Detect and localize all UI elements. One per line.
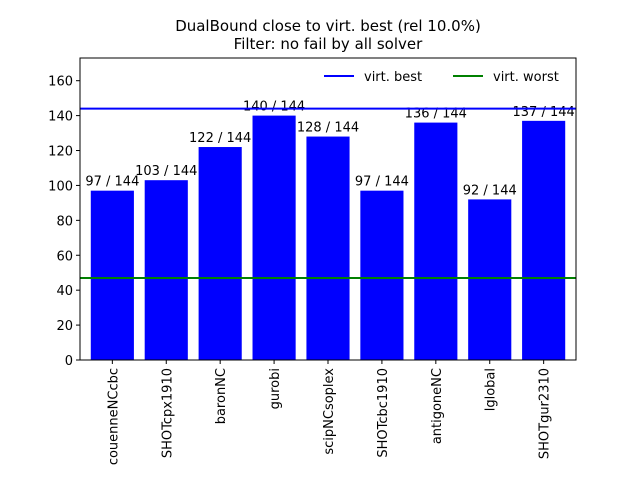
y-tick-label: 120	[48, 145, 73, 160]
bar-value-label: 92 / 144	[463, 183, 517, 198]
bar-value-label: 128 / 144	[297, 121, 359, 136]
bar	[306, 136, 350, 360]
y-tick-label: 160	[48, 75, 73, 90]
bar	[144, 180, 188, 360]
x-tick-label: couenneNCcbc	[106, 368, 121, 465]
legend-label: virt. best	[364, 70, 422, 85]
y-tick-label: 20	[56, 319, 73, 334]
x-tick-label: lglobal	[484, 368, 499, 411]
x-tick-label: antigoneNC	[430, 368, 445, 444]
chart-title: DualBound close to virt. best (rel 10.0%…	[175, 17, 481, 35]
bar-value-label: 137 / 144	[513, 105, 575, 120]
bar-value-label: 97 / 144	[355, 175, 409, 190]
bar	[90, 190, 134, 360]
bar-value-label: 103 / 144	[135, 164, 197, 179]
chart-subtitle: Filter: no fail by all solver	[234, 35, 423, 53]
bar	[252, 115, 296, 360]
y-tick-label: 40	[56, 284, 73, 299]
bar-value-label: 97 / 144	[85, 175, 139, 190]
y-tick-label: 140	[48, 110, 73, 125]
x-tick-label: SHOTcbc1910	[376, 368, 391, 458]
bar-value-label: 122 / 144	[189, 131, 251, 146]
bar-value-label: 136 / 144	[405, 107, 467, 122]
x-tick-label: scipNCsoplex	[322, 368, 337, 455]
bar	[198, 147, 242, 360]
bar	[414, 122, 458, 360]
legend: virt. best virt. worst	[324, 70, 559, 85]
legend-label: virt. worst	[493, 70, 559, 85]
y-tick-label: 0	[65, 354, 73, 369]
bar	[360, 190, 404, 360]
x-tick-label: SHOTcpx1910	[160, 368, 175, 458]
bar	[468, 199, 512, 360]
y-tick-label: 100	[48, 179, 73, 194]
x-tick-label: SHOTgur2310	[538, 368, 553, 459]
y-tick-label: 60	[56, 249, 73, 264]
x-tick-label: gurobi	[268, 368, 283, 409]
bar-value-label: 140 / 144	[243, 100, 305, 115]
x-tick-label: baronNC	[214, 368, 229, 424]
bar	[522, 120, 566, 360]
y-tick-label: 80	[56, 214, 73, 229]
